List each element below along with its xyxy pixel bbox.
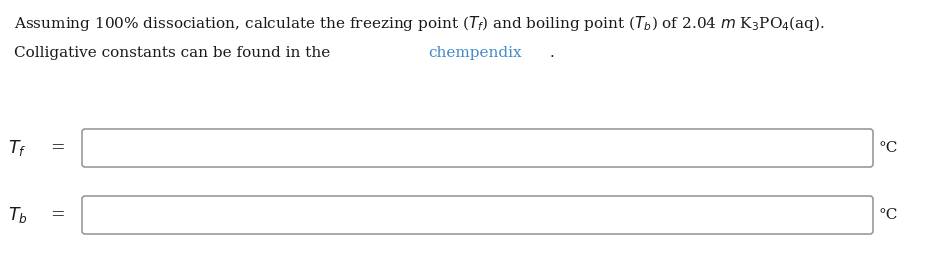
Text: Assuming 100% dissociation, calculate the freezing point ($T_f$) and boiling poi: Assuming 100% dissociation, calculate th…: [14, 14, 825, 33]
Text: $T_f$: $T_f$: [8, 138, 26, 158]
Text: .: .: [549, 46, 554, 60]
Text: chempendix: chempendix: [429, 46, 522, 60]
FancyBboxPatch shape: [82, 196, 873, 234]
Text: =: =: [50, 140, 65, 156]
Text: $T_b$: $T_b$: [8, 205, 28, 225]
Text: °C: °C: [878, 141, 898, 155]
Text: Colligative constants can be found in the: Colligative constants can be found in th…: [14, 46, 335, 60]
Text: =: =: [50, 206, 65, 224]
Text: °C: °C: [878, 208, 898, 222]
FancyBboxPatch shape: [82, 129, 873, 167]
